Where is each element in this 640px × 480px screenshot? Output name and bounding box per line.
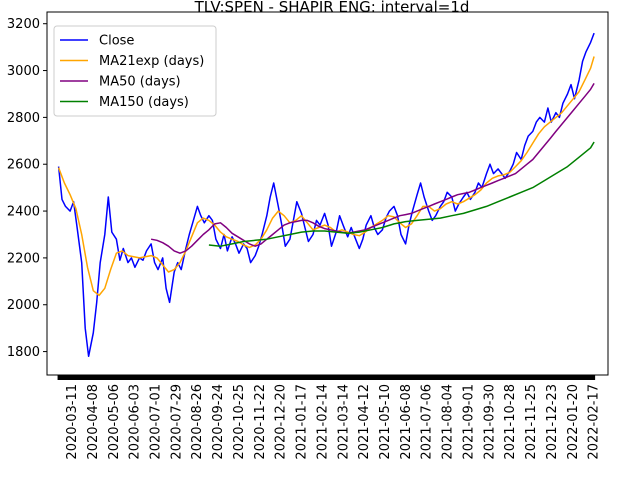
x-tick-label-5: 2020-07-29	[169, 384, 184, 460]
y-tick-label-3: 2400	[7, 205, 40, 220]
y-tick-label-2: 2200	[7, 251, 40, 266]
x-tick-label-25: 2022-02-17	[587, 384, 602, 460]
x-tick-label-3: 2020-06-03	[128, 384, 143, 460]
chart-title: TLV:SPEN - SHAPIR ENG: interval=1d	[194, 0, 470, 16]
x-tick-label-19: 2021-09-01	[461, 384, 476, 460]
legend-box	[53, 25, 217, 117]
x-tick-label-13: 2021-03-14	[336, 384, 351, 460]
x-tick-label-0: 2020-03-11	[65, 384, 80, 460]
x-tick-label-4: 2020-07-01	[149, 384, 164, 460]
x-axis: 2020-03-11 2020-04-08 2020-05-06 2020-06-03…	[57, 375, 602, 460]
x-tick-label-23: 2021-12-23	[545, 384, 560, 460]
x-tick-label-11: 2021-01-17	[295, 384, 310, 460]
legend-label-3: MA150 (days)	[99, 95, 189, 110]
y-axis: 1800 2000 2200 2400 2600 2800 3000 3200	[7, 17, 47, 360]
y-tick-label-4: 2600	[7, 158, 40, 173]
y-tick-label-0: 1800	[7, 345, 40, 360]
y-tick-label-7: 3200	[7, 17, 40, 32]
y-tick-label-5: 2800	[7, 111, 40, 126]
x-tick-label-18: 2021-08-04	[441, 384, 456, 460]
x-tick-label-6: 2020-08-26	[190, 384, 205, 460]
legend-label-2: MA50 (days)	[99, 75, 181, 90]
x-tick-label-8: 2020-10-25	[232, 384, 247, 460]
x-tick-label-9: 2020-11-22	[253, 384, 268, 460]
x-tick-label-15: 2021-05-10	[378, 384, 393, 460]
y-tick-label-6: 3000	[7, 64, 40, 79]
series-line-2	[150, 83, 595, 254]
x-tick-label-17: 2021-07-06	[420, 384, 435, 460]
x-tick-label-12: 2021-02-14	[315, 384, 330, 460]
x-tick-label-22: 2021-11-25	[524, 384, 539, 460]
x-tick-label-20: 2021-09-30	[482, 384, 497, 460]
x-tick-label-14: 2021-04-12	[357, 384, 372, 460]
x-tick-label-16: 2021-06-08	[399, 384, 414, 460]
x-tick-label-7: 2020-09-24	[211, 384, 226, 460]
x-tick-label-2: 2020-05-06	[107, 384, 122, 460]
x-tick-label-24: 2022-01-20	[566, 384, 581, 460]
x-tick-band	[57, 375, 596, 380]
x-tick-label-10: 2020-12-20	[274, 384, 289, 460]
legend: Close MA21exp (days) MA50 (days) MA150 (day…	[53, 25, 217, 117]
legend-label-1: MA21exp (days)	[99, 54, 204, 69]
legend-label-0: Close	[99, 34, 134, 49]
series-line-3	[208, 141, 595, 247]
x-tick-label-1: 2020-04-08	[86, 384, 101, 460]
y-tick-label-1: 2000	[7, 298, 40, 313]
x-tick-label-21: 2021-10-28	[503, 384, 518, 460]
